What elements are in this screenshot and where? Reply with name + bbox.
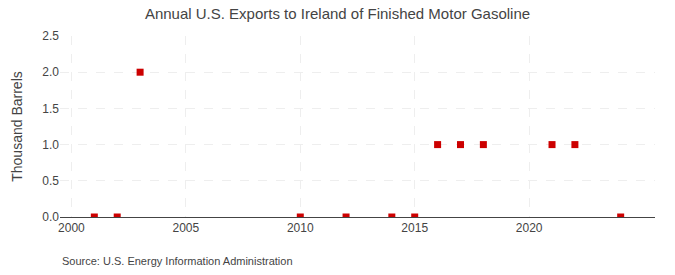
svg-text:Thousand Barrels: Thousand Barrels xyxy=(9,71,25,182)
svg-text:2.5: 2.5 xyxy=(42,29,59,43)
svg-text:2.0: 2.0 xyxy=(42,65,59,79)
svg-text:1.0: 1.0 xyxy=(42,138,59,152)
svg-text:2015: 2015 xyxy=(401,221,428,235)
svg-text:2005: 2005 xyxy=(173,221,200,235)
svg-text:Annual U.S. Exports to Ireland: Annual U.S. Exports to Ireland of Finish… xyxy=(145,5,530,22)
svg-text:2020: 2020 xyxy=(516,221,543,235)
svg-text:2010: 2010 xyxy=(287,221,314,235)
svg-text:0.5: 0.5 xyxy=(42,174,59,188)
svg-text:2000: 2000 xyxy=(58,221,85,235)
svg-text:1.5: 1.5 xyxy=(42,102,59,116)
svg-text:0.0: 0.0 xyxy=(42,210,59,224)
svg-text:Source: U.S. Energy Informatio: Source: U.S. Energy Information Administ… xyxy=(62,255,293,267)
